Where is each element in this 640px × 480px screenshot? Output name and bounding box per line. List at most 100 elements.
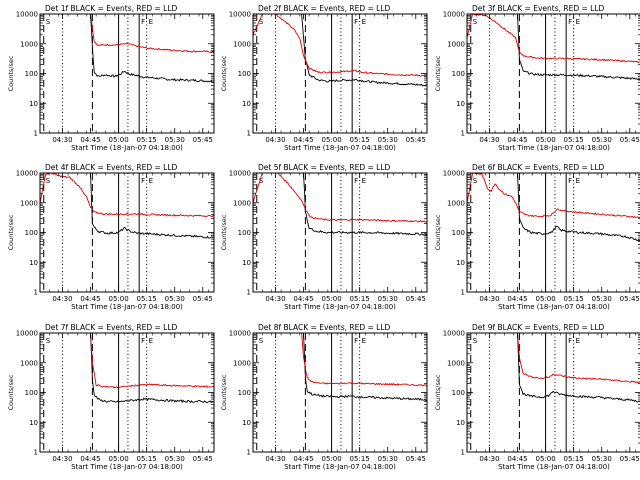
phase-marker-label: F	[141, 337, 145, 345]
y-tick-label: 10000	[16, 330, 38, 338]
phase-marker-label: E	[149, 337, 153, 345]
x-tick-label: 05:30	[165, 455, 185, 463]
y-tick-label: 1000	[20, 40, 38, 48]
events-series-line	[467, 172, 640, 242]
x-tick-label: 05:00	[108, 455, 128, 463]
phase-marker-label: F	[568, 177, 572, 185]
phase-marker-label: S	[46, 177, 51, 185]
x-tick-label: 04:30	[52, 136, 72, 144]
y-tick-label: 10	[29, 100, 38, 108]
phase-marker-label: S	[473, 337, 478, 345]
x-tick-label: 05:30	[378, 295, 398, 303]
x-tick-label: 04:45	[80, 136, 100, 144]
y-tick-label: 1000	[447, 359, 465, 367]
y-tick-label: 10000	[229, 330, 251, 338]
y-tick-label: 10	[29, 419, 38, 427]
x-tick-label: 05:45	[620, 136, 640, 144]
chart-title: Det 9f BLACK = Events, RED = LLD	[472, 323, 605, 332]
lld-series-line	[467, 332, 640, 384]
y-axis-label: Counts/sec	[434, 374, 442, 410]
lld-series-line	[252, 13, 428, 77]
y-tick-label: 1000	[447, 199, 465, 207]
x-tick-label: 05:45	[193, 295, 213, 303]
y-tick-label: 1	[247, 449, 251, 457]
chart-panel: Det 6f BLACK = Events, RED = LLD S F E 1 10 10…	[434, 163, 640, 311]
x-tick-label: 05:00	[108, 136, 128, 144]
plot-frame	[466, 172, 640, 293]
x-axis-label: Start Time (18-Jan-07 04:18:00)	[498, 463, 610, 471]
events-series-line	[467, 332, 640, 403]
x-tick-label: 05:30	[592, 136, 612, 144]
y-tick-label: 100	[238, 389, 251, 397]
x-tick-label: 04:30	[265, 455, 285, 463]
y-tick-label: 1000	[20, 359, 38, 367]
x-tick-label: 05:15	[350, 295, 370, 303]
x-tick-label: 04:30	[52, 455, 72, 463]
x-axis-label: Start Time (18-Jan-07 04:18:00)	[498, 144, 610, 152]
y-tick-label: 100	[238, 229, 251, 237]
lld-series-line	[39, 172, 215, 218]
y-axis-label: Counts/sec	[220, 55, 228, 91]
x-axis-label: Start Time (18-Jan-07 04:18:00)	[71, 463, 183, 471]
y-axis-label: Counts/sec	[7, 55, 15, 91]
phase-marker-label: S	[473, 18, 478, 26]
phase-marker-label: E	[149, 177, 153, 185]
phase-marker-label: E	[576, 337, 580, 345]
y-tick-label: 1000	[233, 359, 251, 367]
chart-title: Det 1f BLACK = Events, RED = LLD	[45, 4, 178, 13]
x-tick-label: 05:15	[137, 136, 157, 144]
plot-frame	[39, 332, 215, 453]
x-tick-label: 05:30	[592, 455, 612, 463]
x-tick-label: 04:30	[479, 295, 499, 303]
phase-marker-label: F	[141, 177, 145, 185]
y-tick-label: 100	[25, 229, 38, 237]
phase-marker-label: F	[354, 177, 358, 185]
x-tick-label: 04:30	[265, 295, 285, 303]
y-tick-label: 10	[456, 419, 465, 427]
x-tick-label: 05:00	[535, 136, 555, 144]
plot-frame	[466, 332, 640, 453]
y-tick-label: 1	[461, 130, 465, 138]
chart-title: Det 8f BLACK = Events, RED = LLD	[258, 323, 391, 332]
x-axis-label: Start Time (18-Jan-07 04:18:00)	[498, 303, 610, 311]
y-axis-label: Counts/sec	[434, 214, 442, 250]
y-axis-label: Counts/sec	[7, 214, 15, 250]
x-axis-label: Start Time (18-Jan-07 04:18:00)	[71, 303, 183, 311]
x-tick-label: 04:30	[479, 136, 499, 144]
y-tick-label: 10000	[443, 11, 465, 19]
y-tick-label: 1	[34, 449, 38, 457]
events-series-line	[40, 332, 215, 404]
y-axis-label: Counts/sec	[7, 374, 15, 410]
phase-marker-label: E	[576, 18, 580, 26]
chart-title: Det 5f BLACK = Events, RED = LLD	[258, 163, 391, 172]
x-tick-label: 04:30	[265, 136, 285, 144]
y-tick-label: 10	[456, 259, 465, 267]
y-tick-label: 1000	[233, 199, 251, 207]
x-tick-label: 05:45	[406, 295, 426, 303]
chart-title: Det 2f BLACK = Events, RED = LLD	[258, 4, 391, 13]
phase-marker-label: E	[149, 18, 153, 26]
phase-marker-label: S	[46, 337, 51, 345]
y-tick-label: 1	[247, 289, 251, 297]
phase-marker-label: E	[362, 337, 366, 345]
y-tick-label: 1	[34, 130, 38, 138]
y-tick-label: 100	[452, 389, 465, 397]
chart-title: Det 3f BLACK = Events, RED = LLD	[472, 4, 605, 13]
y-tick-label: 100	[25, 70, 38, 78]
lld-series-line	[253, 332, 427, 387]
y-tick-label: 10000	[229, 11, 251, 19]
x-tick-label: 05:45	[406, 136, 426, 144]
chart-panel: Det 9f BLACK = Events, RED = LLD S F E 1 10 10…	[434, 323, 640, 471]
phase-marker-label: F	[354, 18, 358, 26]
x-tick-label: 04:45	[80, 295, 100, 303]
y-tick-label: 10000	[443, 330, 465, 338]
y-tick-label: 1	[247, 130, 251, 138]
phase-marker-label: E	[576, 177, 580, 185]
lld-series-line	[40, 332, 215, 389]
y-tick-label: 10	[242, 259, 251, 267]
chart-panel: Det 5f BLACK = Events, RED = LLD S F E 1 10 10…	[220, 163, 428, 311]
x-axis-label: Start Time (18-Jan-07 04:18:00)	[284, 303, 396, 311]
y-tick-label: 1000	[20, 199, 38, 207]
x-tick-label: 05:45	[406, 455, 426, 463]
